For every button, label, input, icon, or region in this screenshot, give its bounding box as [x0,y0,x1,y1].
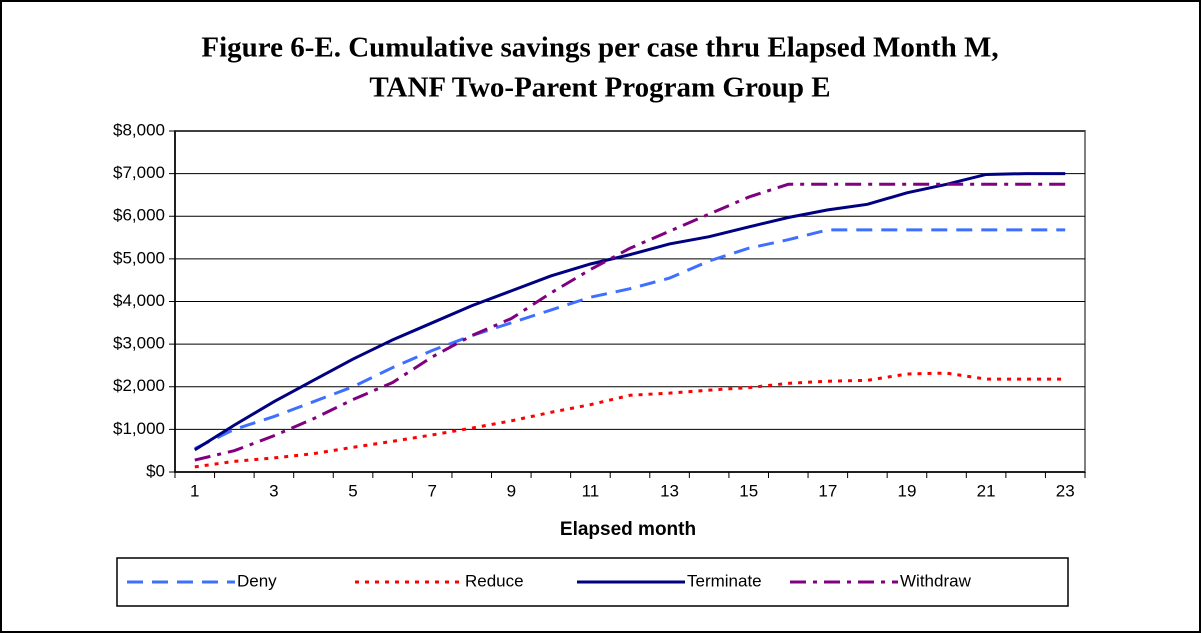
y-tick-label: $3,000 [113,334,165,353]
x-tick-label: 15 [739,481,758,500]
y-tick-label: $8,000 [113,120,165,139]
chart-title: Figure 6-E. Cumulative savings per case … [201,32,998,64]
x-tick-label: 3 [269,481,278,500]
x-tick-label: 1 [190,481,199,500]
x-tick-label: 9 [507,481,516,500]
series-line [193,172,1066,452]
legend-box [116,557,1069,607]
x-tick-label: 11 [582,481,600,500]
y-tick-label: $2,000 [113,376,165,395]
x-tick-label: 17 [818,481,837,500]
y-tick-label: $0 [146,461,165,480]
x-tick-label: 23 [1056,481,1075,500]
x-tick-label: 5 [348,481,357,500]
x-tick-label: 21 [977,481,996,500]
y-tick-label: $7,000 [113,163,165,182]
x-tick-label: 13 [660,481,679,500]
legend-label: Terminate [687,571,762,590]
legend-label: Deny [237,571,277,590]
series-line [194,182,1066,462]
series-line [194,371,1066,469]
legend-label: Reduce [465,571,524,590]
x-tick-label: 7 [427,481,436,500]
x-axis-label: Elapsed month [560,519,696,540]
y-tick-label: $6,000 [113,206,165,225]
y-tick-label: $5,000 [113,248,165,267]
legend-label: Withdraw [900,571,972,590]
x-tick-label: 19 [897,481,916,500]
series-line [194,228,1066,450]
y-tick-label: $1,000 [113,419,165,438]
chart-title: TANF Two-Parent Program Group E [369,72,830,104]
y-tick-label: $4,000 [113,291,165,310]
